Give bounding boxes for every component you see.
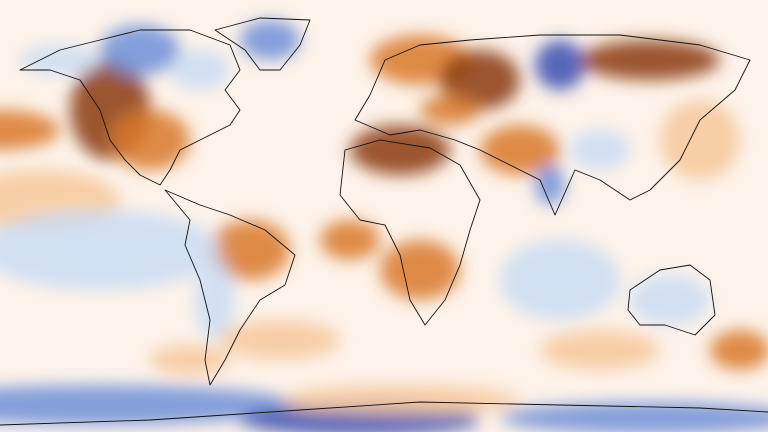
antarctica-outline	[0, 401, 768, 426]
anomaly-region	[110, 110, 190, 170]
anomaly-region	[150, 345, 230, 375]
anomaly-region	[500, 402, 768, 432]
australia-outline	[627, 264, 716, 336]
anomaly-region	[380, 240, 460, 300]
anomaly-region	[0, 210, 220, 290]
south-america-outline	[164, 189, 296, 386]
anomaly-region	[350, 125, 450, 175]
anomaly-region	[100, 25, 180, 75]
anomaly-region	[210, 220, 290, 280]
anomaly-region	[535, 165, 565, 205]
north-america-outline	[19, 29, 241, 186]
anomaly-region	[480, 125, 560, 175]
anomaly-region	[240, 20, 300, 60]
anomaly-region	[0, 110, 60, 150]
anomaly-region	[170, 50, 230, 90]
anomaly-region	[195, 260, 235, 340]
eurasia-outline	[354, 34, 751, 216]
anomaly-region	[540, 330, 660, 370]
africa-outline	[339, 139, 481, 326]
anomaly-region	[440, 50, 520, 110]
anomaly-region	[580, 40, 720, 80]
anomaly-region	[570, 130, 630, 170]
greenland-outline	[214, 17, 311, 71]
anomaly-region	[710, 330, 768, 370]
anomaly-region	[280, 385, 520, 415]
anomaly-field	[0, 20, 768, 432]
anomaly-region	[220, 320, 340, 360]
anomaly-region	[420, 95, 480, 125]
coastlines	[0, 17, 768, 426]
anomaly-region	[535, 40, 585, 90]
anomaly-region	[630, 275, 710, 325]
anomaly-region	[500, 240, 620, 320]
anomaly-region	[20, 45, 100, 75]
anomaly-region	[320, 220, 380, 260]
